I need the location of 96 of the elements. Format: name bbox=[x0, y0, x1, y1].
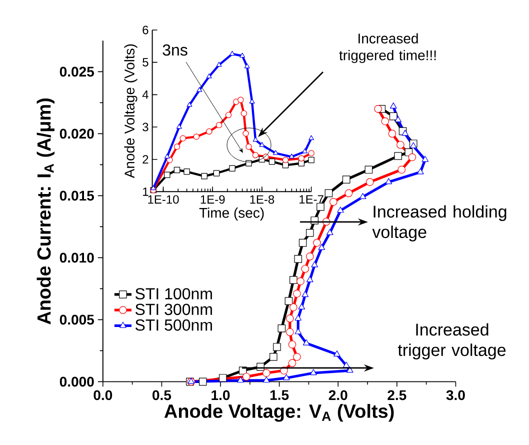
point bbox=[296, 277, 304, 286]
point bbox=[218, 374, 227, 382]
point bbox=[396, 140, 404, 149]
legend-label: STI 100nm bbox=[135, 288, 212, 300]
point bbox=[389, 112, 398, 120]
point bbox=[237, 376, 244, 383]
legend-label: STI 300nm bbox=[135, 304, 212, 316]
point bbox=[408, 153, 416, 162]
point bbox=[346, 366, 354, 373]
annotation: Increased holding voltage bbox=[372, 205, 506, 242]
point bbox=[342, 176, 350, 184]
point bbox=[381, 117, 390, 126]
point bbox=[374, 104, 382, 113]
x-tick-label: 0.0 bbox=[94, 390, 112, 400]
x-axis-title: Time (sec) bbox=[199, 208, 264, 221]
point bbox=[290, 276, 298, 284]
x-tick-label: 1E-7 bbox=[300, 195, 324, 204]
point bbox=[359, 193, 366, 200]
y-tick-label: 4 bbox=[142, 90, 148, 99]
point bbox=[330, 198, 338, 206]
point bbox=[306, 228, 314, 237]
point bbox=[388, 130, 396, 138]
y-tick-label: 5 bbox=[142, 58, 148, 67]
point bbox=[422, 156, 429, 162]
point bbox=[288, 359, 296, 367]
point bbox=[270, 352, 278, 361]
y-axis-title: Anode Current: I$_{A}$ (A/μm) bbox=[36, 98, 55, 324]
point bbox=[417, 168, 424, 174]
x-tick-label: 1.5 bbox=[270, 390, 289, 400]
y-tick-label: 0.020 bbox=[60, 128, 94, 139]
point bbox=[293, 290, 301, 298]
point bbox=[290, 303, 298, 312]
y-tick-label: 6 bbox=[142, 26, 148, 34]
point bbox=[306, 252, 314, 260]
y-tick-label: 0.010 bbox=[60, 252, 94, 263]
y-tick-label: 0.000 bbox=[60, 376, 94, 387]
point bbox=[344, 189, 353, 198]
point bbox=[337, 206, 344, 213]
y-tick-label: 1 bbox=[143, 188, 148, 196]
point bbox=[294, 255, 302, 263]
y-tick-label: 2 bbox=[142, 155, 148, 164]
x-tick-label: 2.0 bbox=[328, 390, 348, 400]
y-tick-label: 0.005 bbox=[60, 314, 94, 325]
point bbox=[324, 189, 333, 198]
point bbox=[198, 378, 207, 386]
annotation: 3ns bbox=[162, 44, 188, 56]
point bbox=[385, 178, 392, 184]
point bbox=[294, 314, 302, 321]
point bbox=[306, 276, 314, 282]
y-tick-label: 0.015 bbox=[60, 190, 94, 201]
point bbox=[302, 290, 309, 297]
x-tick-label: 2.5 bbox=[388, 390, 406, 400]
y-tick-label: 0.025 bbox=[60, 66, 94, 77]
point bbox=[278, 324, 286, 332]
x-tick-label: 1E-9 bbox=[200, 195, 225, 204]
point bbox=[262, 369, 270, 377]
point bbox=[334, 350, 340, 357]
point bbox=[301, 264, 310, 273]
annotation: Increased trigger voltage bbox=[398, 323, 506, 360]
point bbox=[402, 130, 409, 136]
x-tick-label: 1E-10 bbox=[148, 195, 179, 204]
point bbox=[293, 352, 301, 361]
point bbox=[318, 244, 326, 250]
y-tick-label: 3 bbox=[142, 122, 148, 132]
point bbox=[398, 166, 406, 174]
y-axis-title: Anode Voltage (Volts) bbox=[124, 44, 138, 178]
legend-label: STI 500nm bbox=[135, 319, 212, 331]
point bbox=[288, 340, 296, 348]
point bbox=[310, 369, 317, 376]
point bbox=[313, 238, 321, 247]
point bbox=[286, 328, 294, 336]
point bbox=[342, 362, 350, 368]
point bbox=[262, 376, 270, 383]
point bbox=[273, 343, 281, 351]
point bbox=[286, 314, 294, 322]
x-tick-label: 1E-8 bbox=[250, 195, 274, 204]
point bbox=[326, 228, 334, 235]
point bbox=[294, 328, 302, 334]
point bbox=[311, 261, 318, 268]
x-tick-label: 3.0 bbox=[446, 390, 465, 400]
point bbox=[302, 339, 310, 346]
point bbox=[242, 372, 250, 381]
point bbox=[282, 374, 290, 380]
x-axis-title: Anode Voltage: V$_{A}$ (Volts) bbox=[164, 404, 394, 422]
x-tick-label: 1.0 bbox=[212, 390, 230, 400]
point bbox=[364, 166, 373, 174]
point bbox=[390, 102, 397, 108]
x-tick-label: 0.5 bbox=[152, 390, 172, 400]
point bbox=[298, 303, 306, 310]
annotation: Increased triggered time!!! bbox=[339, 33, 436, 64]
point bbox=[284, 297, 293, 305]
point bbox=[366, 178, 374, 186]
point bbox=[298, 238, 307, 247]
point bbox=[394, 152, 402, 160]
point bbox=[410, 142, 417, 148]
point bbox=[394, 116, 402, 122]
